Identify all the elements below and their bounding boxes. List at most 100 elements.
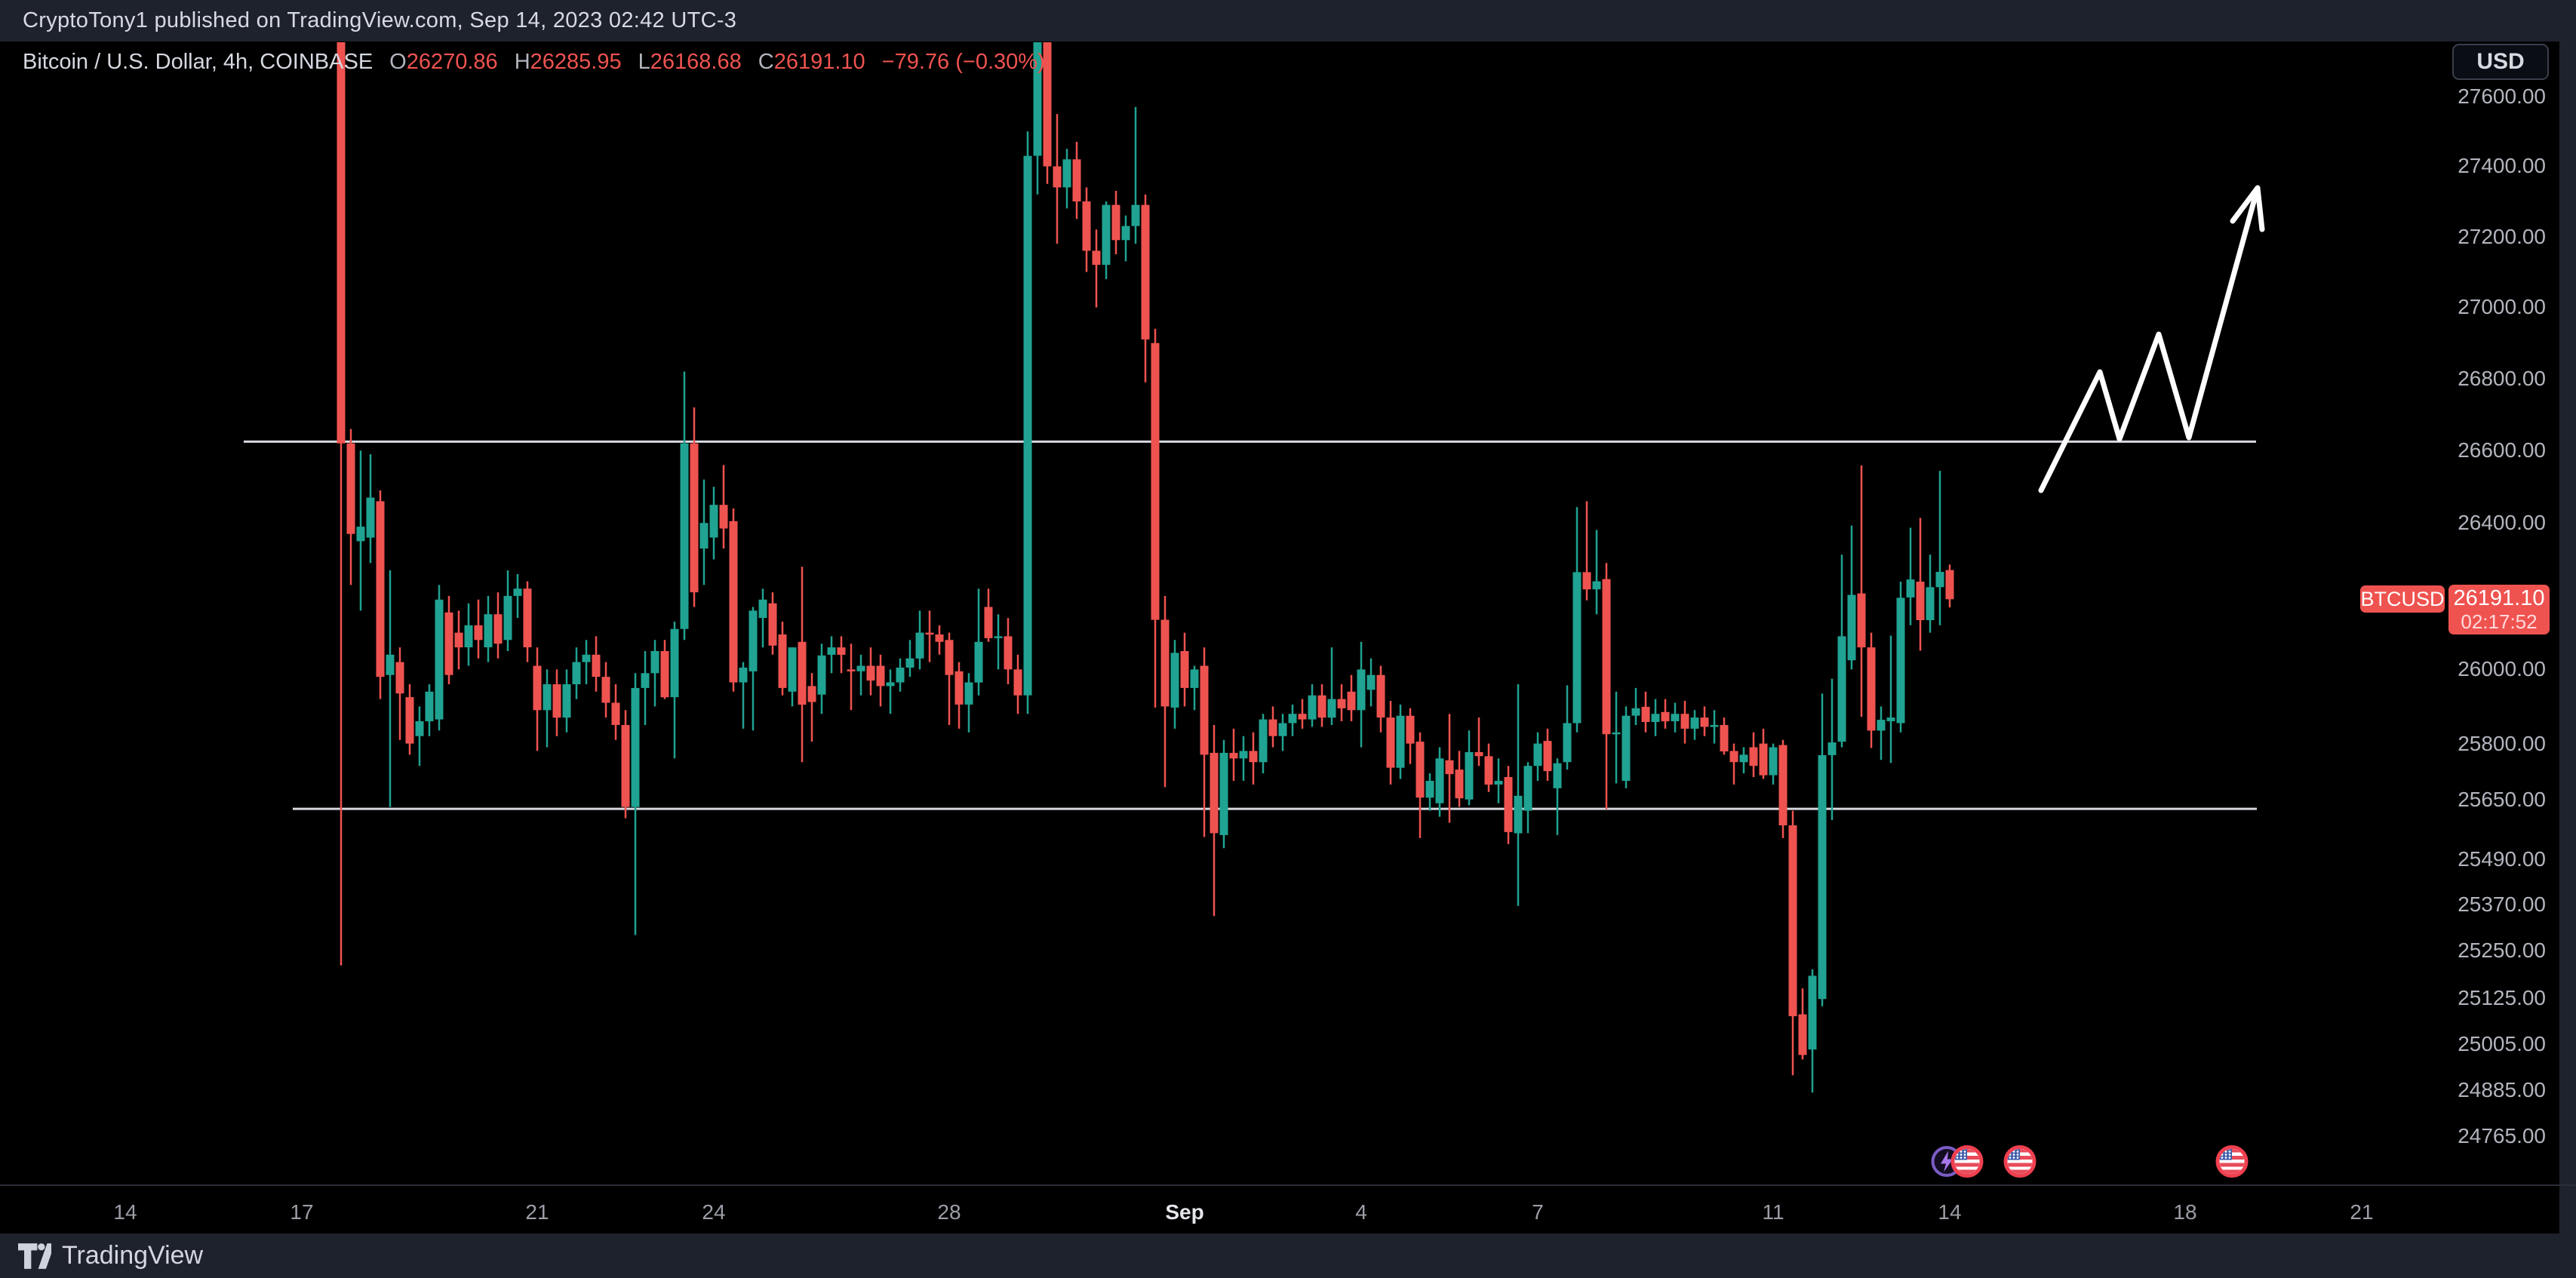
price-tick-label: 27400.00 [2458, 154, 2546, 177]
candle-body [739, 667, 748, 683]
candles-layer [337, 42, 1954, 1093]
footer-brand: TradingView [62, 1241, 204, 1270]
us-economic-event-icon[interactable] [2215, 1145, 2249, 1182]
candle-body [974, 641, 983, 683]
candle-body [1121, 226, 1130, 241]
candle-body [896, 667, 905, 683]
candle-body [1386, 717, 1395, 768]
candle-body [1710, 725, 1719, 727]
candle-body [1867, 647, 1876, 731]
candle-body [837, 647, 846, 655]
candle-body [1131, 204, 1140, 226]
chart-legend[interactable]: Bitcoin / U.S. Dollar, 4h, COINBASE O262… [23, 50, 1045, 75]
candle-body [1366, 674, 1376, 690]
time-axis-separator [0, 1184, 2576, 1186]
candle-body [1141, 204, 1150, 339]
candle-body [1857, 593, 1866, 648]
candle-body [788, 647, 797, 692]
time-tick-label: 21 [2350, 1200, 2374, 1224]
candle-body [1102, 204, 1111, 266]
candle-body [464, 625, 473, 647]
candle-body [1896, 598, 1905, 723]
last-price-label[interactable]: 26191.10 02:17:52 [2448, 585, 2550, 634]
candle-body [1778, 745, 1788, 825]
candle-body [994, 636, 1003, 638]
candle-body [798, 641, 807, 705]
candle-body [807, 686, 816, 702]
candle-body [474, 625, 483, 641]
candle-body [1347, 691, 1356, 711]
candle-body [1229, 752, 1238, 759]
candle-body [1935, 572, 1944, 588]
candle-body [778, 634, 787, 688]
candle-body [1680, 714, 1689, 729]
candle-body [1563, 723, 1572, 763]
candle-body [582, 654, 591, 662]
time-tick-label: 18 [2173, 1200, 2197, 1224]
candle-body [1523, 766, 1532, 811]
candle-body [415, 721, 424, 736]
candle-body [572, 662, 581, 684]
candle-body [1533, 743, 1542, 766]
price-tick-label: 25370.00 [2458, 892, 2546, 916]
candle-body [1337, 699, 1346, 708]
trend-arrow-drawing[interactable] [2038, 185, 2261, 493]
candle-body [376, 501, 385, 677]
candle-body [1612, 732, 1621, 735]
candle-body [631, 687, 640, 807]
candle-body [709, 505, 718, 538]
candle-body [670, 628, 679, 698]
candle-body [984, 607, 993, 638]
candle-body [1317, 695, 1326, 718]
candle-body [1435, 758, 1444, 803]
candle-body [758, 599, 767, 619]
time-tick-label: 7 [1532, 1200, 1544, 1224]
symbol-price-tag[interactable]: BTCUSD [2360, 585, 2445, 613]
candle-body [1769, 747, 1778, 776]
candle-body [621, 725, 630, 807]
ohlc-high: H26285.95 [514, 50, 622, 74]
us-economic-event-icon[interactable] [1950, 1145, 1984, 1182]
candle-body [1170, 653, 1179, 708]
time-tick-label: 28 [937, 1200, 961, 1224]
candle-body [699, 523, 709, 548]
price-tick-label: 24885.00 [2458, 1078, 2546, 1101]
candle-body [503, 595, 512, 641]
price-tick-label: 25490.00 [2458, 847, 2546, 871]
candle-body [1877, 720, 1886, 731]
candle-body [690, 443, 699, 593]
price-tick-label: 26000.00 [2458, 657, 2546, 680]
candle-body [425, 691, 434, 722]
candle-body [1671, 714, 1680, 721]
candle-body [1298, 714, 1307, 720]
candle-body [454, 632, 463, 648]
price-tick-label: 25125.00 [2458, 986, 2546, 1009]
candle-body [650, 651, 659, 674]
candle-body [1062, 159, 1071, 188]
candle-body [876, 665, 885, 687]
candle-body [513, 588, 522, 596]
time-tick-label: 14 [113, 1200, 137, 1224]
candle-body [1592, 581, 1601, 590]
candle-body [1455, 770, 1464, 799]
candle-body [1827, 742, 1837, 755]
candle-body [1151, 343, 1160, 620]
price-tick-label: 24765.00 [2458, 1124, 2546, 1147]
candle-body [749, 610, 758, 671]
candle-body [1033, 42, 1042, 156]
candle-body [1465, 751, 1474, 800]
candle-body [523, 588, 532, 647]
candle-body [1514, 795, 1523, 834]
us-economic-event-icon[interactable] [2003, 1145, 2037, 1182]
tradingview-logo-icon[interactable] [18, 1243, 51, 1270]
trend-arrow-head [2230, 185, 2265, 232]
candle-body [1602, 579, 1611, 735]
candle-body [964, 682, 973, 705]
candle-body [1043, 42, 1052, 167]
candle-body [945, 640, 954, 675]
candle-body [386, 654, 395, 675]
currency-toggle-button[interactable]: USD [2452, 44, 2549, 80]
candle-body [1072, 159, 1081, 201]
candle-body [856, 665, 865, 671]
